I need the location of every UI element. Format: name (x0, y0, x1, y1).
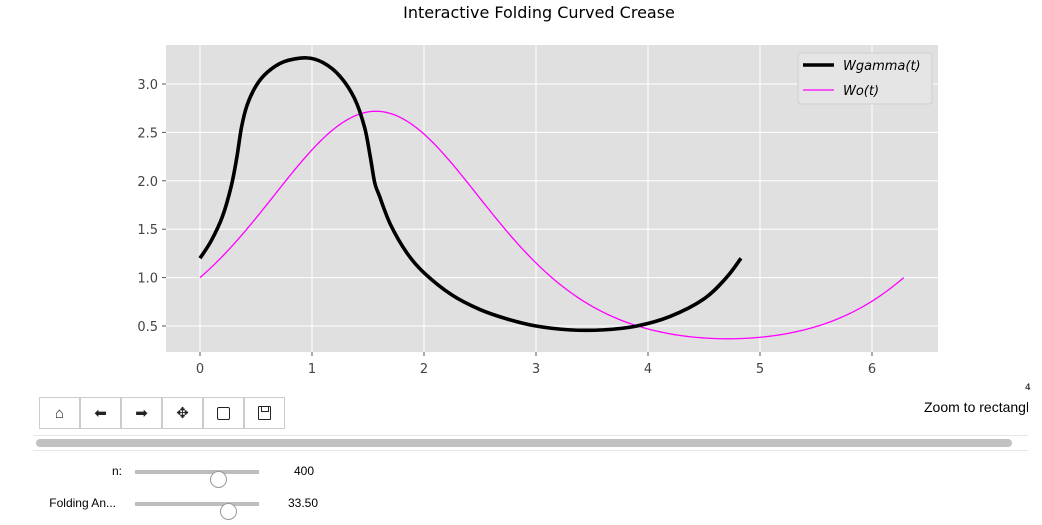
save-button[interactable] (244, 397, 285, 429)
legend: Wgamma(t) Wo(t) (797, 52, 933, 105)
home-icon: ⌂ (54, 404, 65, 422)
legend-label-wgamma: Wgamma(t) (843, 59, 921, 74)
x-tick-label: 5 (756, 362, 764, 377)
floppy-icon (258, 406, 271, 420)
chart-title: Interactive Folding Curved Crease (403, 3, 675, 22)
scrollbar-thumb[interactable] (36, 439, 1012, 447)
x-tick-label: 1 (308, 362, 316, 377)
slider-row-n: n: 400 (0, 461, 1042, 488)
horizontal-scrollbar[interactable] (33, 435, 1028, 451)
arrow-right-icon: ➡ (135, 405, 148, 422)
rectangle-icon (217, 406, 230, 420)
slider-folding-angle[interactable] (135, 502, 259, 520)
legend-label-wo: Wo(t) (843, 84, 879, 99)
slider-handle[interactable] (220, 503, 237, 520)
series-wgamma-line (198, 56, 743, 333)
y-tick-label: 0.5 (137, 320, 158, 335)
series-wo-line (199, 110, 905, 340)
corner-mark: 4 (1025, 383, 1031, 393)
toolbar: ⌂ ⬅ ➡ ✥ (39, 397, 285, 429)
move-icon: ✥ (176, 405, 189, 422)
x-tick-label: 2 (420, 362, 428, 377)
toolbar-message: Zoom to rectangle (924, 399, 1028, 415)
back-button[interactable]: ⬅ (80, 397, 121, 429)
chart: 0 1 2 3 4 5 6 0.5 1.0 1.5 2.0 2.5 3.0 Wgamma(t) Wo(t) (137, 45, 938, 377)
zoom-button[interactable] (203, 397, 244, 429)
home-button[interactable]: ⌂ (39, 397, 80, 429)
y-tick-label: 1.5 (137, 223, 158, 238)
y-tick-label: 1.0 (137, 272, 158, 287)
x-tick-label: 6 (868, 362, 876, 377)
slider-row-folding-angle: Folding An... 33.50 (0, 493, 1042, 520)
forward-button[interactable]: ➡ (121, 397, 162, 429)
slider-label: n: (111, 464, 122, 478)
slider-value: 33.50 (288, 496, 319, 510)
x-tick-label: 4 (644, 362, 652, 377)
slider-handle[interactable] (210, 471, 228, 488)
x-tick-label: 3 (532, 362, 540, 377)
slider-value: 400 (294, 464, 315, 478)
y-tick-label: 2.0 (137, 175, 158, 190)
y-tick-label: 2.5 (137, 126, 158, 141)
arrow-left-icon: ⬅ (94, 405, 107, 422)
slider-n[interactable] (135, 470, 259, 488)
x-tick-label: 0 (196, 362, 204, 377)
slider-label: Folding An... (49, 496, 116, 510)
pan-button[interactable]: ✥ (162, 397, 203, 429)
y-tick-label: 3.0 (137, 78, 158, 93)
